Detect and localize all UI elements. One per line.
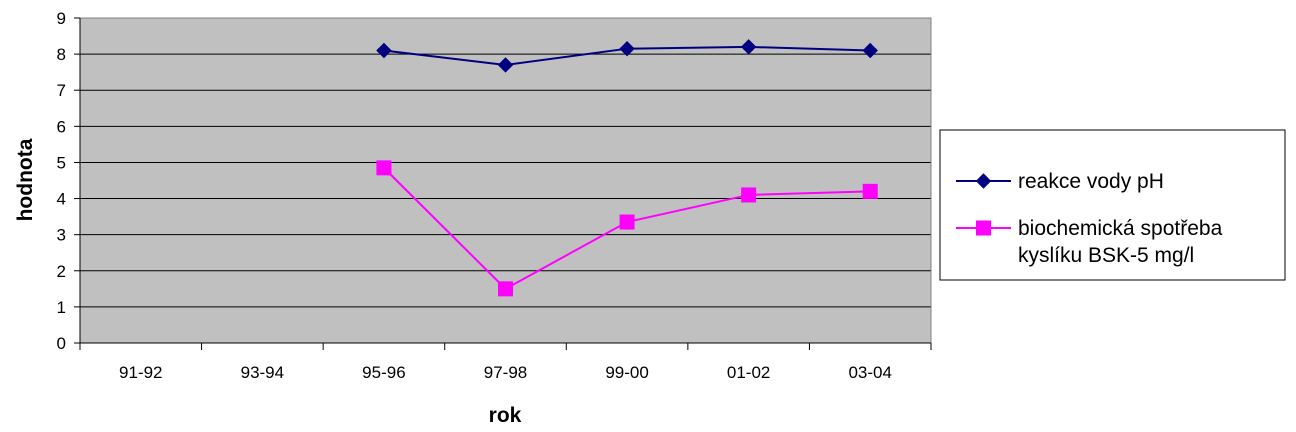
y-tick-label: 1 [57,298,66,317]
legend-label: kyslíku BSK-5 mg/l [1018,244,1194,267]
x-tick-label: 99-00 [605,363,648,382]
series-1 [376,39,878,73]
y-tick-label: 7 [57,81,66,100]
data-point [376,42,392,59]
x-tick-label: 93-94 [241,363,284,382]
series-group [376,39,878,297]
x-tick-label: 01-02 [727,363,770,382]
legend-marker [976,220,991,236]
legend: reakce vody pH biochemická spotřeba kyslík… [939,129,1286,281]
x-tick-labels: 91-92 93-94 95-96 97-98 99-00 01-02 03-04 [119,363,892,382]
y-tick-label: 0 [57,334,66,353]
legend-entry-2: biochemická spotřeba kyslíku BSK-5 mg/l [956,217,1223,267]
y-axis-title: hodnota [14,138,37,221]
y-tick-label: 3 [57,226,66,245]
data-point [619,214,635,230]
y-tick-label: 5 [57,153,66,172]
y-tick-label: 4 [57,190,66,209]
data-point [498,281,513,297]
data-point [376,160,392,176]
data-point [741,187,757,203]
x-tick-label: 95-96 [362,363,405,382]
y-tick-labels: 0 1 2 3 4 5 6 7 8 9 [57,9,66,353]
x-tick-label: 03-04 [848,363,891,382]
data-point [740,39,757,55]
legend-label: biochemická spotřeba [1018,217,1223,240]
legend-entry-1: reakce vody pH [956,170,1164,193]
data-point [862,42,878,59]
y-tick-label: 8 [57,45,66,64]
data-point [619,40,635,57]
x-tick-label: 97-98 [484,363,527,382]
axes [74,17,932,350]
y-tick-label: 9 [57,9,66,28]
legend-marker [975,173,992,189]
x-axis-title: rok [489,404,522,427]
x-tick-label: 91-92 [119,363,162,382]
y-tick-label: 2 [57,262,66,281]
data-point [862,183,878,199]
data-point [497,57,514,73]
y-tick-label: 6 [57,117,66,136]
legend-label: reakce vody pH [1018,170,1164,193]
legend-box [939,129,1286,281]
series-2 [376,160,878,297]
